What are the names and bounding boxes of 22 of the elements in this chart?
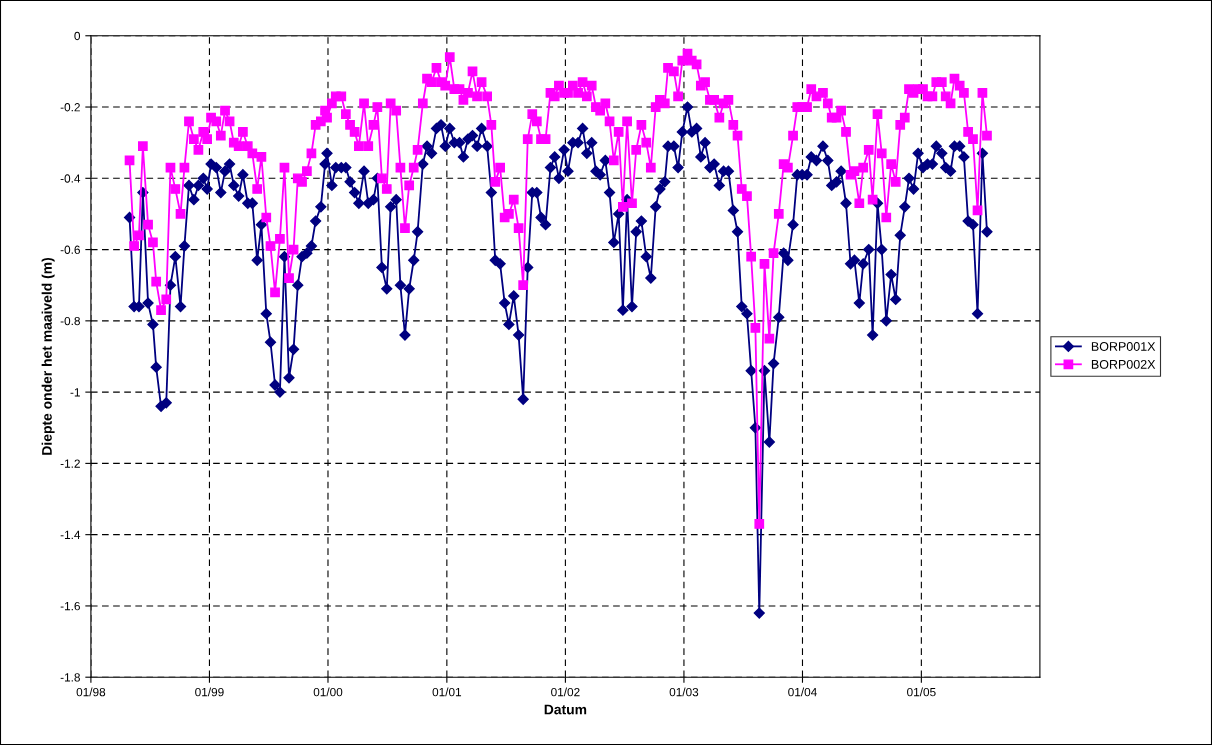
y-tick-label: -1.8 [60, 673, 80, 682]
x-tick-label: 01/03 [669, 687, 699, 697]
x-tick-label: 01/99 [195, 687, 224, 697]
x-tick-label: 01/05 [907, 687, 936, 697]
x-tick-label: 01/98 [76, 687, 106, 697]
y-tick-label: 0 [74, 31, 81, 41]
x-tick-label: 01/00 [313, 687, 343, 697]
y-tick-label: -1.6 [60, 601, 80, 611]
y-axis-title: Diepte onder het maaiveld (m) [41, 257, 55, 455]
y-tick-label: -1.4 [60, 530, 81, 539]
x-tick-label: 01/04 [788, 687, 817, 697]
legend-label: BORP001X [1091, 342, 1156, 351]
y-tick-label: -1 [70, 388, 80, 397]
y-tick-label: -0.8 [60, 316, 80, 326]
x-tick-label: 01/01 [432, 687, 462, 697]
x-tick-label: 01/02 [551, 687, 580, 697]
legend-label: BORP002X [1091, 359, 1156, 369]
y-tick-label: -0.6 [60, 245, 80, 254]
y-tick-label: -1.2 [60, 459, 80, 468]
y-tick-label: -0.2 [60, 103, 80, 112]
x-axis-title: Datum [544, 704, 587, 715]
y-tick-label: -0.4 [60, 174, 81, 183]
